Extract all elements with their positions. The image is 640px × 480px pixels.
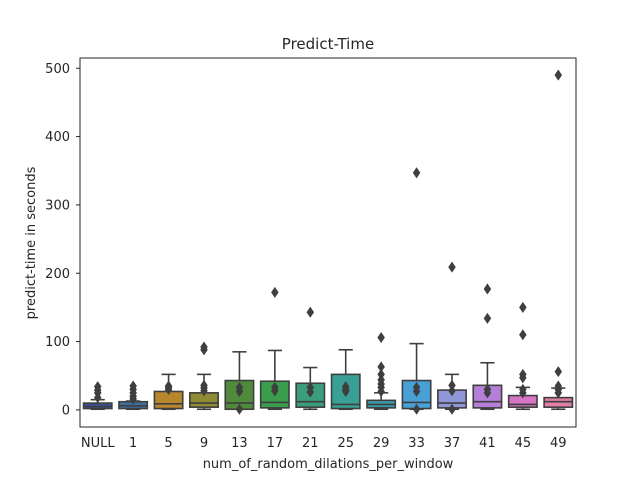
x-axis-label: num_of_random_dilations_per_window: [203, 457, 454, 472]
outlier-point: [483, 312, 492, 324]
outlier-point: [448, 403, 456, 415]
y-tick-label: 0: [62, 403, 70, 418]
outlier-point: [377, 331, 385, 344]
outlier-point: [164, 380, 173, 392]
outlier-point: [271, 381, 279, 393]
y-tick-label: 500: [45, 62, 70, 77]
outlier-point: [200, 379, 208, 391]
outlier-point: [93, 381, 102, 393]
outlier-point: [554, 69, 563, 81]
outlier-point: [554, 380, 563, 392]
outlier-point: [483, 283, 492, 295]
x-tick-label: 41: [479, 436, 496, 451]
outlier-point: [554, 366, 563, 378]
outlier-point: [235, 403, 244, 415]
x-tick-label: 9: [200, 436, 208, 451]
outlier-point: [377, 368, 385, 380]
y-tick-label: 100: [45, 335, 70, 350]
outlier-point: [519, 368, 527, 380]
x-tick-label: 49: [550, 436, 567, 451]
outlier-point: [519, 301, 527, 313]
outlier-point: [412, 167, 421, 179]
x-tick-label: 25: [337, 436, 354, 451]
outlier-point: [129, 380, 137, 392]
outlier-point: [271, 286, 279, 298]
y-tick-label: 200: [45, 267, 70, 282]
y-axis-label: predict-time in seconds: [24, 166, 39, 319]
x-tick-label: 17: [267, 436, 284, 451]
outlier-point: [377, 361, 385, 373]
plot-area: 0 100 200 300 400 500 NULL 1 5 9 13 17 21 25 29 33 37 41 4…: [45, 57, 577, 451]
y-tick-label: 400: [45, 130, 70, 145]
outlier-point: [519, 329, 527, 341]
x-tick-label: 45: [515, 436, 532, 451]
outlier-point: [306, 381, 315, 393]
x-tick-label: 33: [408, 436, 425, 451]
x-tick-label: 13: [231, 436, 248, 451]
outlier-point: [519, 383, 527, 395]
plot-frame: [79, 57, 577, 428]
x-tick-label: 5: [164, 436, 172, 451]
y-tick-label: 300: [45, 198, 70, 213]
x-tick-label: NULL: [81, 436, 115, 451]
x-tick-label: 1: [129, 436, 137, 451]
outlier-point: [341, 381, 350, 393]
outlier-point: [200, 341, 208, 353]
x-tick-label: 29: [373, 436, 390, 451]
outlier-point: [412, 381, 421, 393]
x-tick-label: 21: [302, 436, 319, 451]
outlier-point: [306, 306, 315, 318]
chart-title: Predict-Time: [282, 35, 374, 53]
outlier-point: [448, 379, 456, 391]
outlier-point: [235, 381, 244, 393]
outlier-point: [483, 383, 492, 395]
outlier-point: [412, 403, 421, 415]
outlier-point: [448, 261, 456, 273]
x-tick-label: 37: [444, 436, 461, 451]
